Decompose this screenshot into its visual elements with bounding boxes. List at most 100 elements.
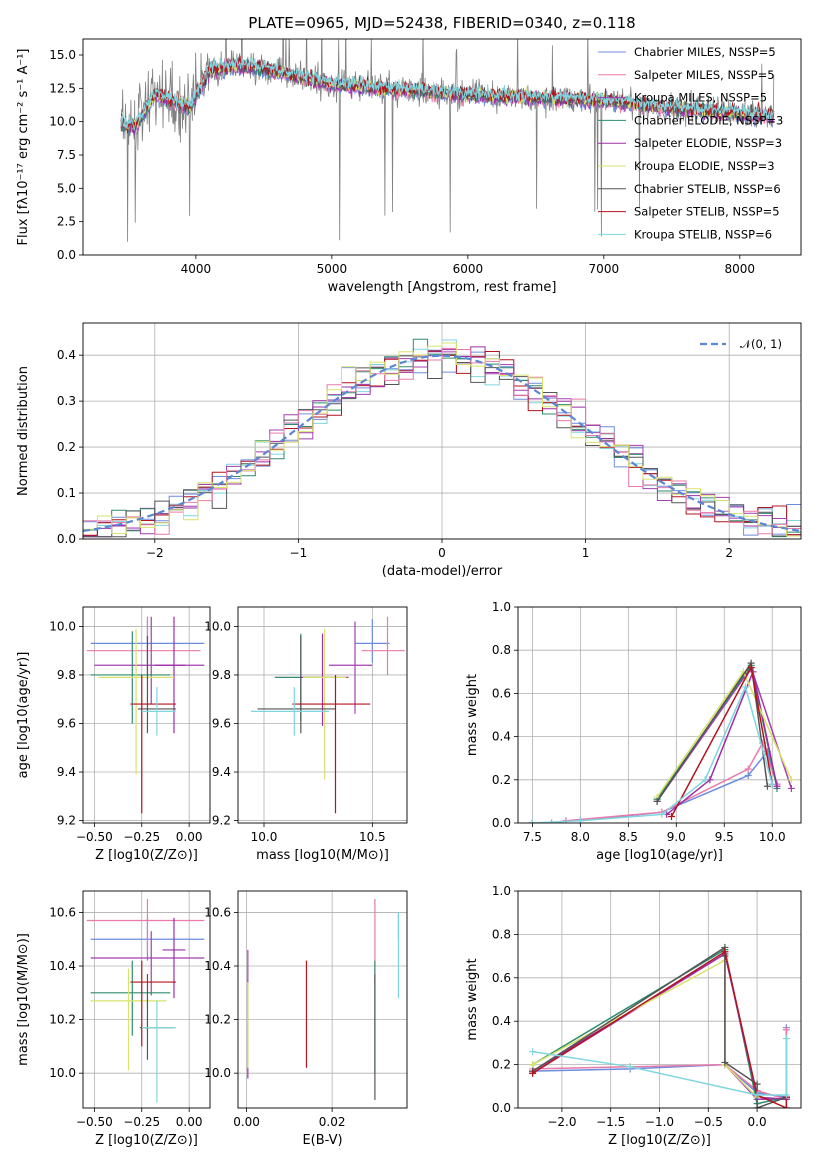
x-tick-label: −0.25 (123, 1115, 160, 1129)
plot-area (238, 891, 407, 1108)
y-tick-label: 15.0 (49, 48, 76, 62)
data-marker (782, 1104, 790, 1108)
data-marker (529, 1069, 537, 1077)
panel-0: 4000 5000 6000 7000 8000 0.0 2.5 5.0 7.5 10.0 12.5… (16, 14, 802, 295)
y-tick-label: 10.0 (49, 115, 76, 129)
y-tick-label: 9.4 (57, 765, 76, 779)
x-tick-label: −2.0 (547, 1115, 576, 1129)
y-tick-label: 0.4 (57, 348, 76, 362)
y-tick-label: 0.4 (492, 730, 511, 744)
histogram-series-8 (83, 342, 801, 537)
axes-frame (237, 890, 408, 1109)
y-tick-label: 0.2 (57, 440, 76, 454)
data-marker (529, 1048, 537, 1056)
x-tick-label: 4000 (181, 262, 212, 276)
mass-weight-series-8 (532, 684, 773, 823)
panel-2: −0.50 −0.25 0.00 9.2 9.4 9.6 9.8 10.0 Z [log10(Z… (16, 606, 211, 863)
mass-weight-series-6 (656, 661, 769, 802)
error-bar-point (329, 621, 373, 714)
y-tick-label: 0.0 (57, 532, 76, 546)
error-bar-point (141, 1000, 176, 1103)
error-bar-point (86, 616, 201, 675)
x-tick-label: −0.25 (123, 830, 160, 844)
error-bar-point (141, 687, 176, 736)
axes-frame (82, 606, 211, 824)
error-bar-point (355, 619, 390, 663)
plot-area (83, 891, 210, 1108)
y-tick-label: 10.2 (204, 1013, 231, 1027)
y-tick-label: 0.2 (492, 1058, 511, 1072)
data-marker (768, 780, 776, 788)
x-axis-label: E(B-V) (302, 1133, 342, 1148)
error-bar-point (98, 628, 174, 775)
x-tick-label: 8.0 (571, 830, 590, 844)
x-tick-label: 6000 (453, 262, 484, 276)
y-tick-label: 0.8 (492, 643, 511, 657)
y-axis-label: mass [log10(M/M⊙)] (16, 933, 31, 1066)
y-axis-label: Flux [fλ10⁻¹⁷ erg cm⁻² s⁻¹ A⁻¹] (16, 49, 31, 246)
data-marker (721, 1058, 729, 1066)
x-axis-label: age [log10(age/yr)] (596, 848, 723, 863)
x-tick-label: 0.00 (176, 1115, 203, 1129)
legend-entry: Kroupa MILES, NSSP=5 (634, 91, 767, 105)
legend-entry: Salpeter ELODIE, NSSP=3 (634, 136, 782, 150)
y-axis-label: Normed distribution (16, 366, 31, 496)
x-axis-label: Z [log10(Z/Z⊙)] (95, 1133, 198, 1148)
x-axis-label: (data-model)/error (382, 564, 503, 579)
error-bar-point (155, 616, 186, 734)
y-tick-label: 0.8 (492, 927, 511, 941)
y-tick-label: 9.4 (212, 765, 231, 779)
x-tick-label: −2 (146, 546, 164, 560)
panel-3: 10.0 10.5 9.2 9.4 9.6 9.8 10.0 mass [log10(M/M⊙… (204, 606, 408, 863)
data-marker (787, 776, 795, 784)
error-bar-point (90, 960, 171, 1036)
y-tick-label: 10.4 (204, 959, 231, 973)
legend-entry: Chabrier MILES, NSSP=5 (634, 45, 776, 59)
data-marker (782, 1035, 790, 1043)
x-tick-label: 5000 (317, 262, 348, 276)
y-tick-label: 10.4 (49, 959, 76, 973)
panel-6: 0.00 0.02 10.0 10.2 10.4 10.6 E(B-V) (204, 890, 408, 1148)
x-axis-label: wavelength [Angstrom, rest frame] (328, 280, 557, 295)
x-tick-label: −1.0 (645, 1115, 674, 1129)
y-tick-label: 0.4 (492, 1014, 511, 1028)
normal-curve (83, 354, 801, 532)
y-tick-label: 9.2 (57, 814, 76, 828)
x-tick-label: −1.5 (596, 1115, 625, 1129)
x-tick-label: −0.50 (76, 1115, 113, 1129)
error-bar-point (90, 968, 167, 1071)
y-tick-label: 10.6 (204, 905, 231, 919)
error-bar-point (94, 616, 205, 705)
x-tick-label: 7.5 (523, 830, 542, 844)
x-tick-label: 7000 (589, 262, 620, 276)
error-bar-point (86, 899, 205, 953)
axes-frame (517, 890, 802, 1109)
y-tick-label: 0.6 (492, 971, 511, 985)
x-tick-label: 8.5 (619, 830, 638, 844)
data-marker (576, 817, 584, 823)
data-marker (773, 782, 781, 790)
x-tick-label: 0.00 (233, 1115, 260, 1129)
spectrum-model-8 (120, 56, 775, 131)
y-tick-label: 10.0 (49, 1066, 76, 1080)
x-tick-label: 10.0 (251, 830, 278, 844)
x-tick-label: 8000 (725, 262, 756, 276)
y-tick-label: 9.6 (57, 716, 76, 730)
data-marker (753, 1104, 761, 1108)
y-tick-label: 0.6 (492, 686, 511, 700)
y-tick-label: 1.0 (492, 884, 511, 898)
x-tick-label: −0.50 (76, 830, 113, 844)
y-tick-label: 0.2 (492, 773, 511, 787)
y-tick-label: 10.0 (204, 1066, 231, 1080)
data-marker (782, 1026, 790, 1034)
data-marker (528, 819, 536, 823)
y-tick-label: 5.0 (57, 181, 76, 195)
axes-frame (82, 322, 802, 540)
y-tick-label: 0.0 (492, 1101, 511, 1115)
data-marker (753, 1091, 761, 1099)
x-tick-label: 10.0 (759, 830, 786, 844)
legend-entry: Kroupa STELIB, NSSP=6 (634, 227, 772, 241)
plot-area (518, 891, 801, 1108)
x-tick-label: 9.5 (715, 830, 734, 844)
